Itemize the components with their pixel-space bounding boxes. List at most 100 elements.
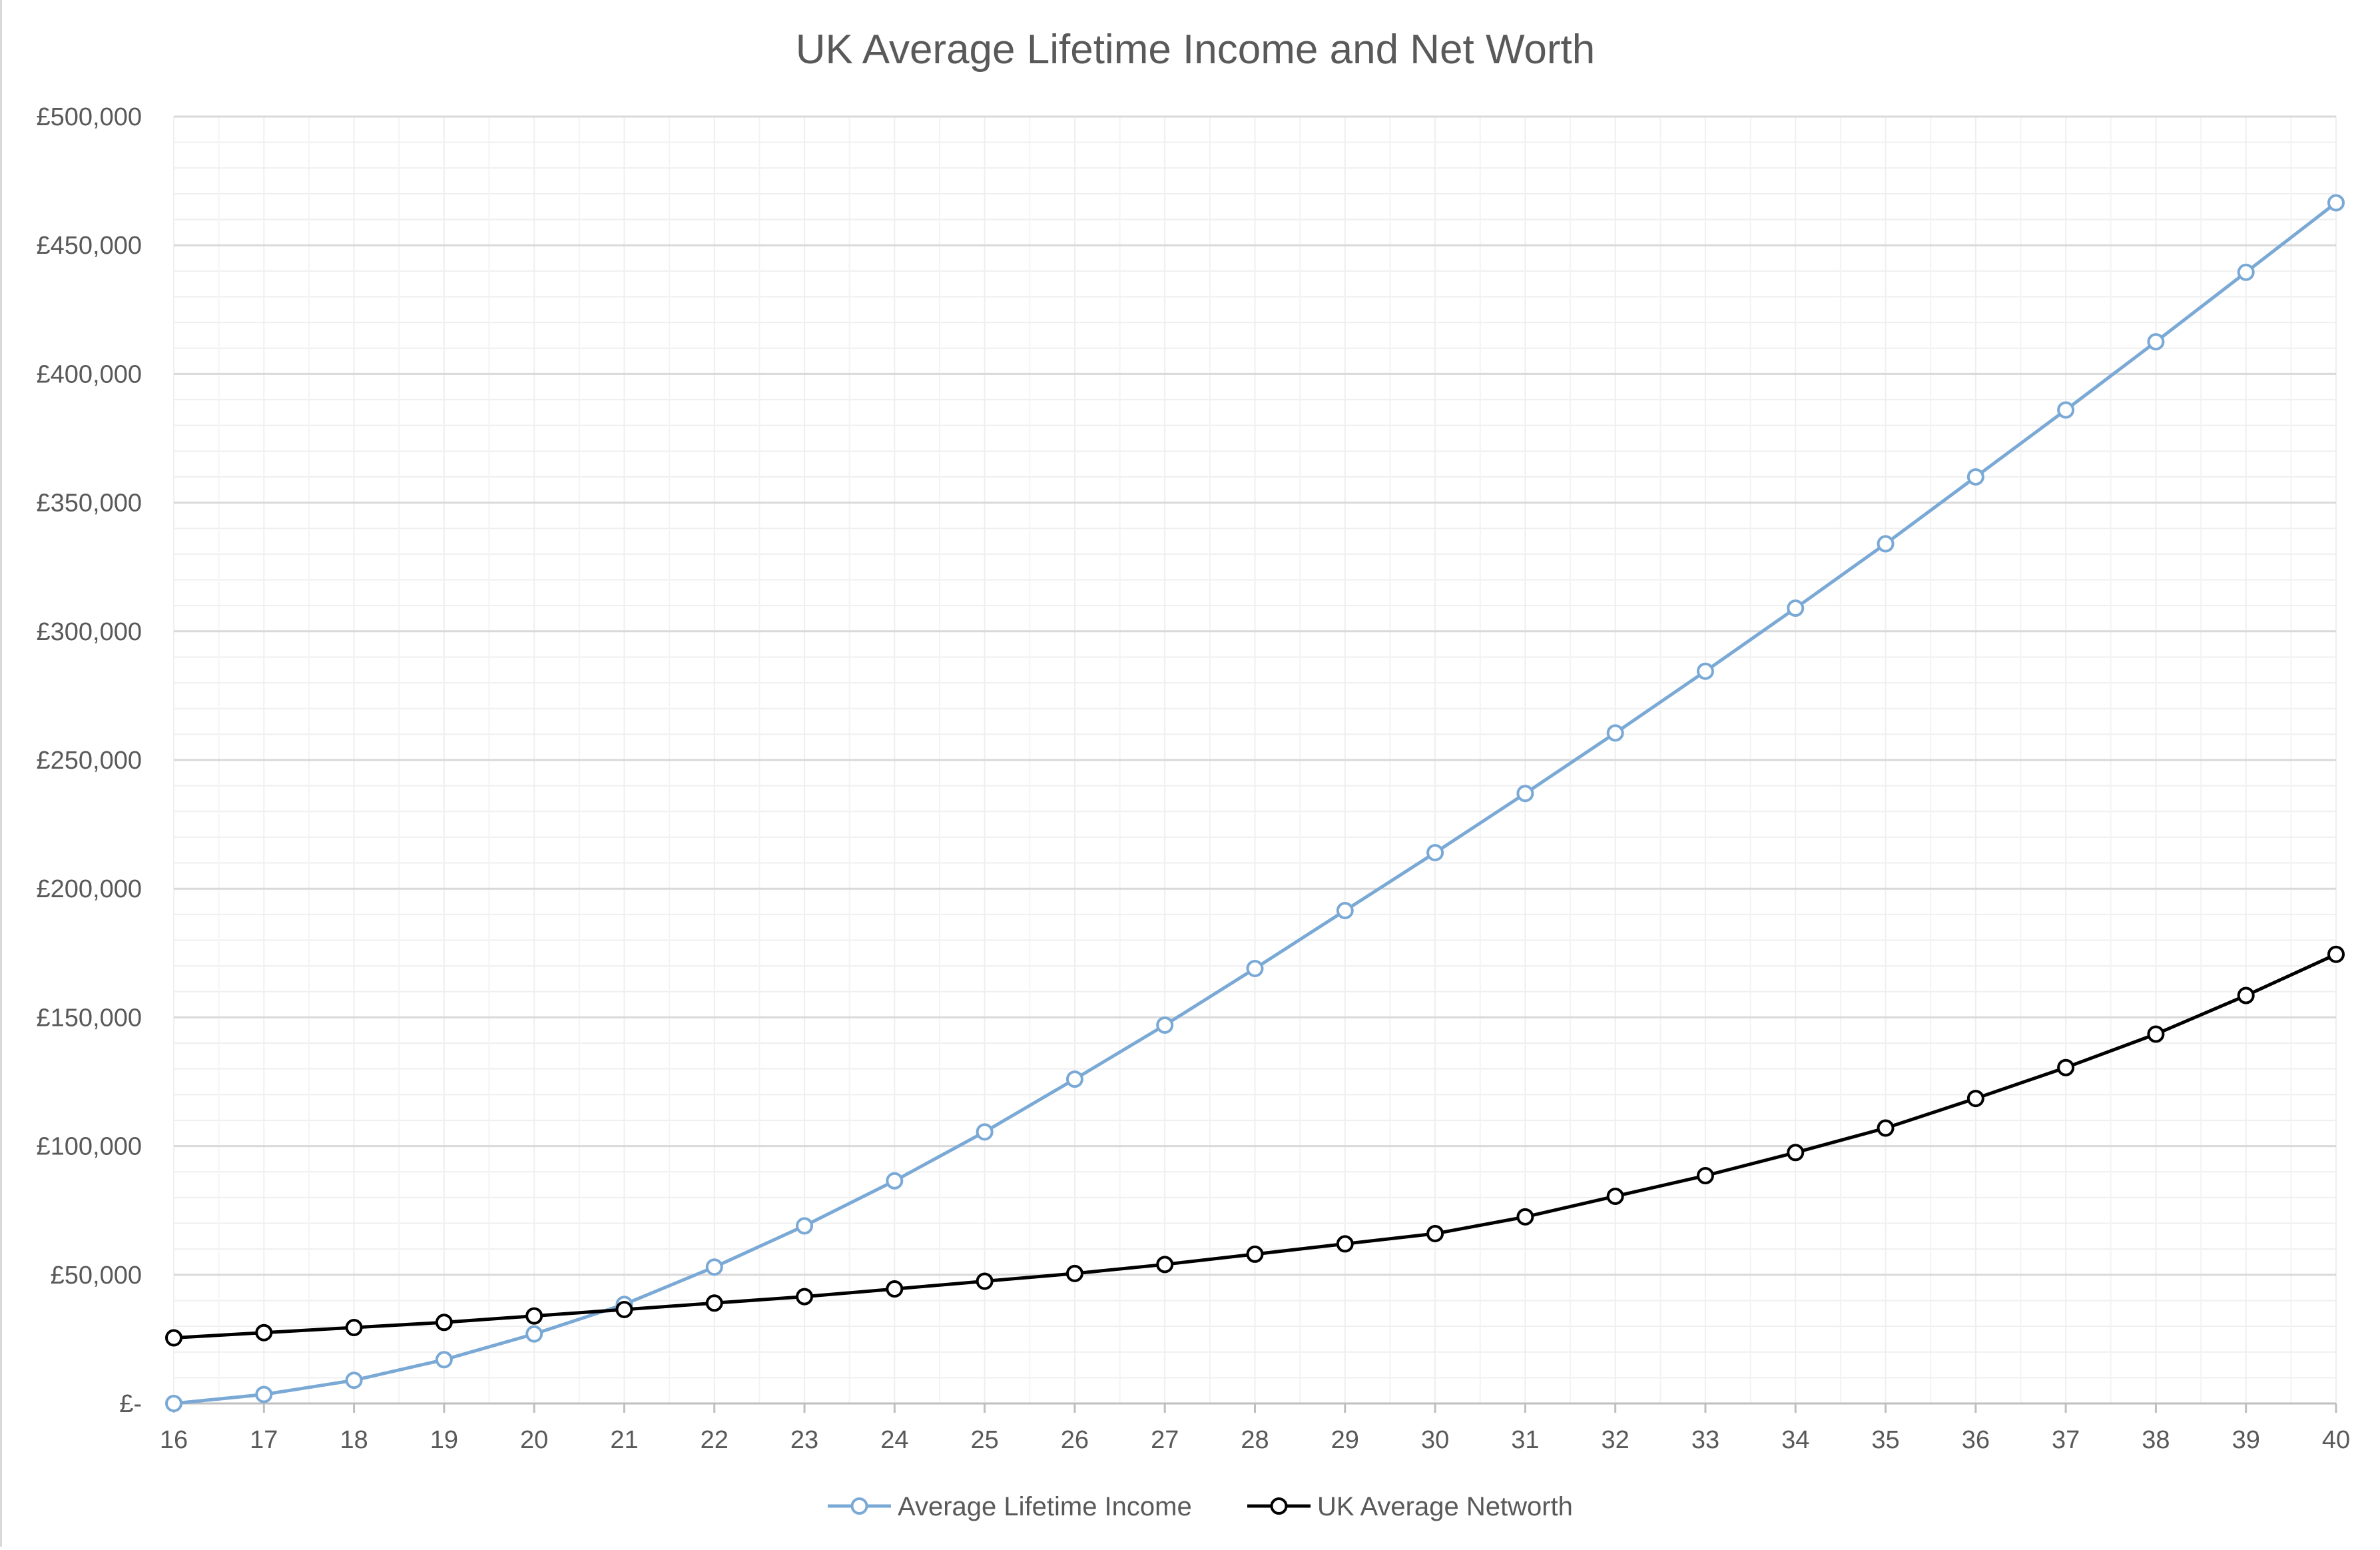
data-point-marker <box>615 1300 633 1318</box>
data-point-marker <box>796 1288 814 1306</box>
x-tick-label: 39 <box>2232 1426 2260 1454</box>
data-point-marker <box>1246 959 1264 977</box>
y-tick-label: £50,000 <box>51 1262 142 1290</box>
data-point-marker <box>2147 333 2165 351</box>
legend-marker <box>850 1497 868 1515</box>
data-point-marker <box>1336 902 1354 920</box>
x-tick-label: 16 <box>160 1426 188 1454</box>
legend-marker <box>1270 1497 1288 1515</box>
x-tick-label: 18 <box>340 1426 368 1454</box>
data-point-marker <box>2327 945 2345 963</box>
x-tick-label: 19 <box>430 1426 458 1454</box>
data-point-marker <box>1787 1144 1805 1162</box>
series-uk-average-networth <box>165 945 2345 1347</box>
x-tick-label: 25 <box>970 1426 998 1454</box>
y-tick-label: £- <box>119 1390 142 1418</box>
data-point-marker <box>255 1324 273 1342</box>
x-tick-label: 40 <box>2322 1426 2350 1454</box>
y-tick-label: £100,000 <box>37 1133 143 1161</box>
data-point-marker <box>1426 844 1444 862</box>
y-axis-tick-labels: £- £50,000 £100,000 £150,000 £200,000 £250,00… <box>37 103 143 1418</box>
x-tick-label: 17 <box>250 1426 278 1454</box>
data-point-marker <box>1606 724 1624 742</box>
x-tick-label: 36 <box>1962 1426 1990 1454</box>
data-point-marker <box>1877 1119 1895 1137</box>
y-tick-label: £150,000 <box>37 1004 143 1032</box>
data-point-marker <box>976 1123 994 1141</box>
x-tick-label: 23 <box>790 1426 818 1454</box>
x-tick-label: 26 <box>1061 1426 1089 1454</box>
data-point-marker <box>1246 1245 1264 1263</box>
data-point-marker <box>525 1325 543 1343</box>
data-point-marker <box>1696 1167 1714 1185</box>
x-tick-label: 27 <box>1151 1426 1179 1454</box>
legend-label: Average Lifetime Income <box>898 1492 1192 1521</box>
data-point-marker <box>1606 1187 1624 1205</box>
data-point-marker <box>2237 986 2255 1004</box>
x-tick-label: 28 <box>1241 1426 1269 1454</box>
x-tick-label: 31 <box>1511 1426 1539 1454</box>
chart-title: UK Average Lifetime Income and Net Worth <box>796 27 1595 73</box>
legend: Average Lifetime Income UK Average Networ… <box>828 1492 1573 1521</box>
data-point-marker <box>976 1272 994 1290</box>
data-point-marker <box>165 1329 182 1347</box>
data-point-marker <box>2057 1058 2075 1076</box>
major-gridlines <box>174 115 2336 1405</box>
legend-item-uk-average-networth: UK Average Networth <box>1247 1492 1573 1521</box>
data-point-marker <box>886 1172 904 1190</box>
data-point-marker <box>705 1258 723 1276</box>
data-point-marker <box>1516 785 1534 803</box>
x-tick-label: 34 <box>1781 1426 1809 1454</box>
data-point-marker <box>1966 468 1984 486</box>
y-tick-label: £200,000 <box>37 875 143 903</box>
x-axis-tick-labels: 16 17 18 19 20 21 22 23 24 25 26 27 28 29 30 31 32 33 34 35… <box>160 1403 2350 1454</box>
data-point-marker <box>165 1395 182 1412</box>
data-point-marker <box>1877 535 1895 553</box>
data-point-marker <box>705 1294 723 1312</box>
x-tick-label: 30 <box>1421 1426 1449 1454</box>
data-point-marker <box>345 1319 363 1337</box>
x-tick-label: 37 <box>2052 1426 2080 1454</box>
x-tick-label: 29 <box>1331 1426 1359 1454</box>
x-tick-label: 35 <box>1871 1426 1899 1454</box>
x-tick-label: 33 <box>1691 1426 1719 1454</box>
data-point-marker <box>1065 1070 1083 1088</box>
data-point-marker <box>1516 1208 1534 1226</box>
data-point-marker <box>525 1307 543 1325</box>
data-point-marker <box>1696 662 1714 680</box>
data-point-marker <box>345 1371 363 1389</box>
data-point-marker <box>2147 1025 2165 1043</box>
legend-label: UK Average Networth <box>1317 1492 1573 1521</box>
x-tick-label: 20 <box>520 1426 548 1454</box>
y-tick-label: £250,000 <box>37 747 143 775</box>
data-point-marker <box>1156 1256 1174 1274</box>
legend-item-average-lifetime-income: Average Lifetime Income <box>828 1492 1192 1521</box>
data-point-marker <box>2327 194 2345 212</box>
y-tick-label: £350,000 <box>37 490 143 518</box>
data-point-marker <box>2237 263 2255 281</box>
data-point-marker <box>886 1280 904 1298</box>
data-point-marker <box>796 1217 814 1235</box>
data-point-marker <box>1426 1224 1444 1242</box>
data-point-marker <box>435 1314 453 1332</box>
data-point-marker <box>1336 1235 1354 1253</box>
y-tick-label: £400,000 <box>37 360 143 388</box>
data-point-marker <box>2057 401 2075 419</box>
data-point-marker <box>1966 1090 1984 1108</box>
x-tick-label: 21 <box>610 1426 638 1454</box>
series-layer <box>165 194 2345 1412</box>
data-point-marker <box>255 1385 273 1403</box>
data-point-marker <box>1065 1264 1083 1282</box>
x-tick-label: 38 <box>2142 1426 2170 1454</box>
y-tick-label: £450,000 <box>37 232 143 260</box>
data-point-marker <box>1156 1016 1174 1034</box>
x-tick-label: 24 <box>880 1426 908 1454</box>
y-tick-label: £500,000 <box>37 103 143 131</box>
y-tick-label: £300,000 <box>37 618 143 646</box>
data-point-marker <box>1787 599 1805 617</box>
data-point-marker <box>435 1351 453 1369</box>
x-tick-label: 32 <box>1602 1426 1630 1454</box>
x-tick-label: 22 <box>701 1426 729 1454</box>
